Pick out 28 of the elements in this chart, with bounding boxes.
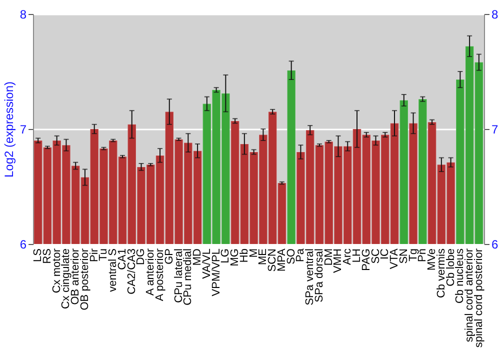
x-tick-label: Tg (407, 248, 420, 262)
x-tick-label: DG (135, 248, 148, 265)
x-tick-label: CPu medial (182, 248, 194, 306)
x-tick-label: Pa (294, 248, 307, 262)
y2-tick-label: 6 (492, 238, 498, 252)
x-tick-label: VMH (332, 248, 344, 273)
x-tick-label: M (248, 248, 260, 258)
y-axis-title: Log2 (expression) (2, 81, 16, 178)
x-tick-label: Cb lobe (444, 248, 457, 286)
x-tick-label: Hb (238, 248, 250, 263)
x-tick-label: RS (41, 248, 54, 264)
y2-tick-label: 7 (492, 122, 498, 136)
x-tick-label: SN (398, 248, 410, 264)
x-tick-label: DM (322, 248, 335, 266)
x-tick-label: SO (285, 248, 298, 264)
x-tick-label: SPa dorsal (313, 248, 326, 302)
x-tick-label: CA1 (116, 248, 128, 270)
y-tick-label: 7 (20, 122, 27, 136)
x-tick-label: Pn (416, 248, 429, 262)
x-tick-label: Cb nucleus (454, 248, 466, 304)
y2-tick-label: 8 (492, 8, 498, 22)
x-tick-label: IC (379, 248, 392, 260)
x-tick-label: VA/VL (200, 248, 213, 279)
y-tick-label: 6 (20, 238, 27, 252)
x-tick-label: Pir (88, 248, 100, 262)
y-tick-label: 8 (20, 8, 27, 22)
x-tick-label: A anterior (144, 248, 157, 296)
x-tick-label: PAG (360, 248, 372, 271)
